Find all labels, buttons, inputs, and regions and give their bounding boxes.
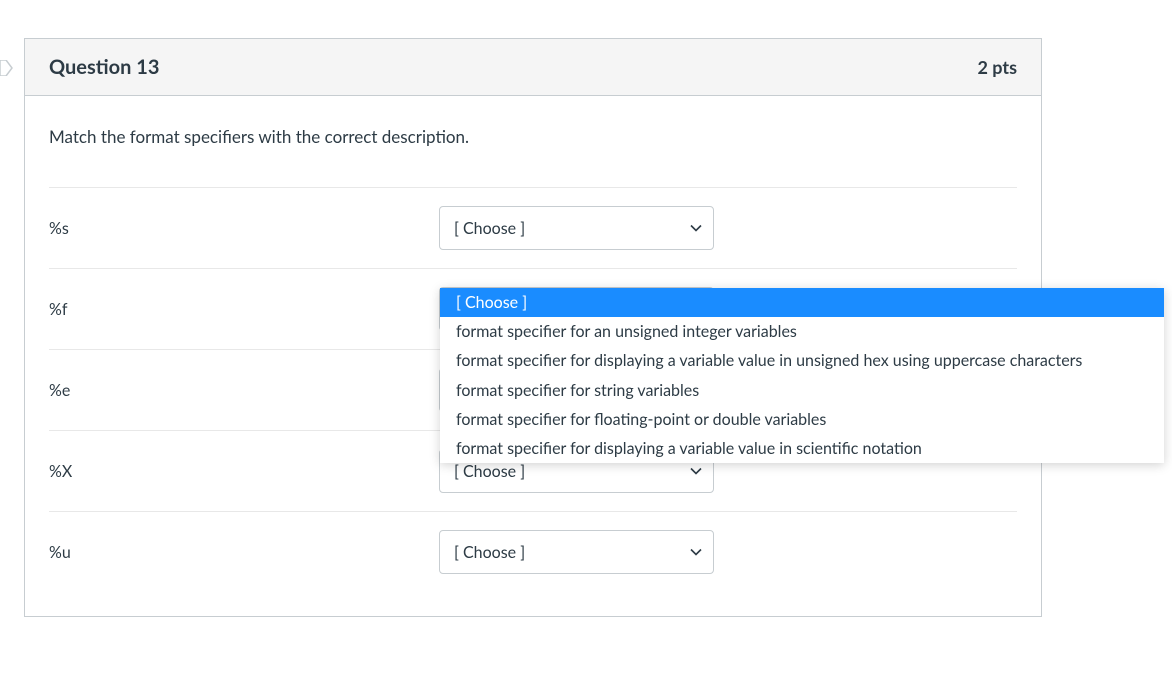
match-label: %u [49,543,439,562]
match-label: %e [49,381,439,400]
dropdown-option-choose[interactable]: [ Choose ] [440,288,1164,317]
edit-marker-icon [0,60,13,76]
question-header: Question 13 2 pts [25,39,1041,96]
dropdown-list[interactable]: [ Choose ] format specifier for an unsig… [440,288,1164,463]
dropdown-option-float-double[interactable]: format specifier for floating-point or d… [440,405,1164,434]
match-label: %f [49,300,439,319]
match-row-u: %u [ Choose ] [49,511,1017,592]
match-label: %s [49,219,439,238]
match-row-s: %s [ Choose ] [49,187,1017,268]
question-title: Question 13 [49,55,159,79]
match-select-wrap: [ Choose ] [439,206,714,250]
dropdown-option-string[interactable]: format specifier for string variables [440,376,1164,405]
match-select-u[interactable]: [ Choose ] [439,530,714,574]
match-label: %X [49,462,439,481]
match-select-value: [ Choose ] [454,462,525,481]
match-select-value: [ Choose ] [454,219,525,238]
dropdown-option-scientific[interactable]: format specifier for displaying a variab… [440,434,1164,463]
dropdown-option-unsigned-int[interactable]: format specifier for an unsigned integer… [440,317,1164,346]
question-points: 2 pts [977,56,1017,78]
match-select-s[interactable]: [ Choose ] [439,206,714,250]
match-select-value: [ Choose ] [454,543,525,562]
dropdown-option-unsigned-hex-upper[interactable]: format specifier for displaying a variab… [440,346,1164,375]
question-prompt: Match the format specifiers with the cor… [49,126,1017,147]
match-select-wrap: [ Choose ] [439,530,714,574]
